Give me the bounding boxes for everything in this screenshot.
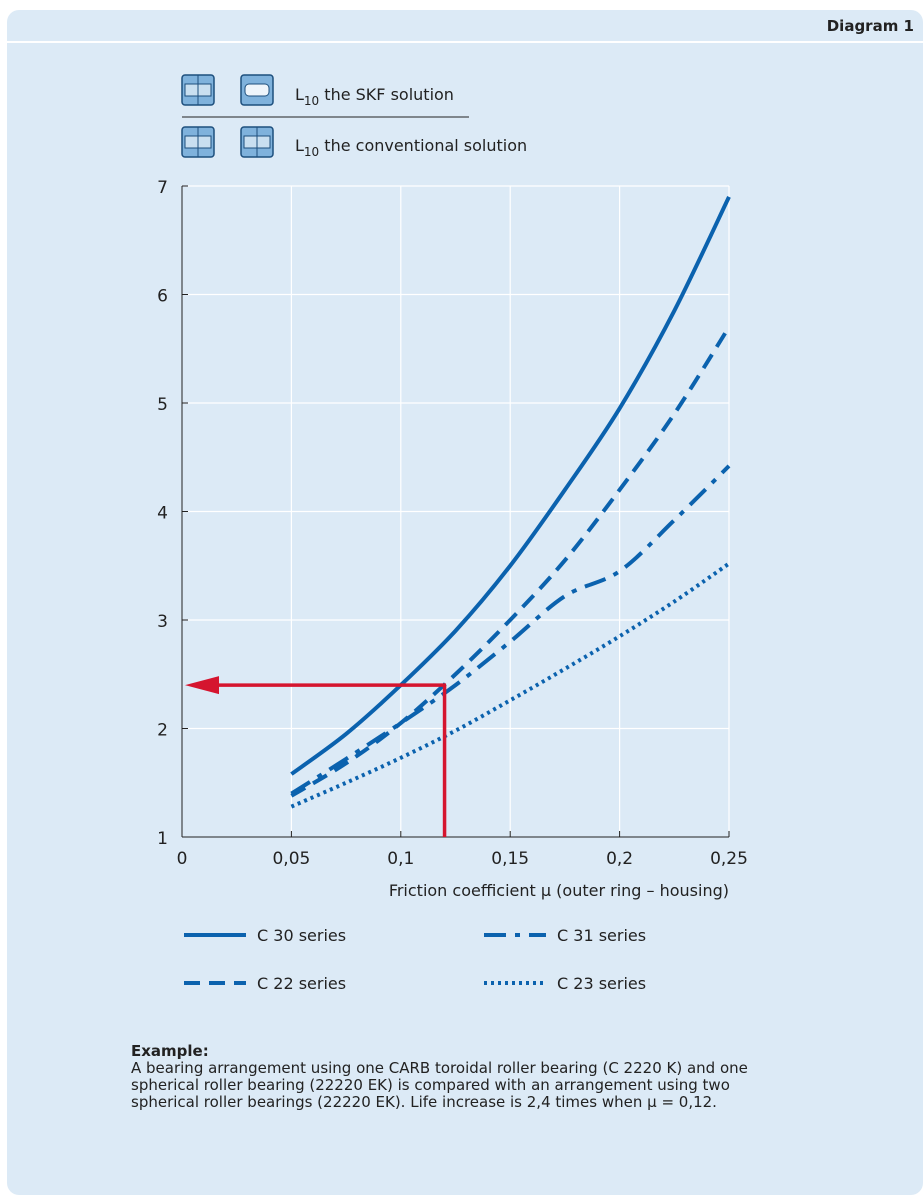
y-tick-label: 6 — [157, 287, 168, 307]
chart: L10 the SKF solution L10 the conventiona… — [157, 74, 748, 993]
conventional-legend-label: L10 the conventional solution — [295, 136, 527, 159]
y-tick-label: 2 — [157, 721, 168, 741]
annotation — [185, 676, 447, 837]
series-line-c-31-series — [290, 464, 731, 796]
x-tick-label: 0 — [177, 849, 188, 869]
diagram-panel — [7, 10, 923, 1195]
legend-label: C 22 series — [257, 974, 346, 993]
spherical-bearing-icon-2 — [240, 126, 274, 158]
x-tick-label: 0,05 — [272, 849, 310, 869]
y-tick-label: 1 — [157, 829, 168, 849]
series-line-c-22-series — [290, 325, 731, 798]
toroidal-bearing-icon — [240, 74, 274, 106]
grid — [182, 185, 730, 837]
skf-legend-label: L10 the SKF solution — [295, 85, 454, 108]
legend-label: C 23 series — [557, 974, 646, 993]
x-axis-label: Friction coefficient μ (outer ring – hou… — [389, 881, 729, 900]
carb-bearing-icon — [181, 74, 215, 106]
series-lines — [290, 195, 731, 809]
y-tick-label: 5 — [157, 395, 168, 415]
diagram-label: Diagram 1 — [826, 17, 914, 35]
header-divider — [7, 41, 923, 43]
series-line-c-23-series — [290, 561, 731, 809]
axes: 0 0,05 0,1 0,15 0,2 0,25 1 2 3 4 5 6 7 Friction coeff… — [157, 178, 748, 900]
y-tick-label: 3 — [157, 612, 168, 632]
x-tick-label: 0,15 — [491, 849, 529, 869]
legend-label: C 31 series — [557, 926, 646, 945]
x-tick-label: 0,25 — [710, 849, 748, 869]
series-line-c-30-series — [290, 195, 731, 776]
y-tick-label: 7 — [157, 178, 168, 198]
example-title: Example: — [131, 1042, 209, 1060]
series-legend: C 30 series C 22 series C 31 series C 23 se… — [184, 926, 646, 993]
example-note: Example: A bearing arrangement using one… — [131, 1043, 771, 1111]
example-text: A bearing arrangement using one CARB tor… — [131, 1059, 748, 1111]
x-tick-label: 0,1 — [387, 849, 414, 869]
header-legend: L10 the SKF solution L10 the conventiona… — [181, 74, 527, 159]
x-tick-label: 0,2 — [606, 849, 633, 869]
y-tick-label: 4 — [157, 504, 168, 524]
annotation-arrowhead — [185, 676, 219, 695]
legend-label: C 30 series — [257, 926, 346, 945]
spherical-bearing-icon — [181, 126, 215, 158]
